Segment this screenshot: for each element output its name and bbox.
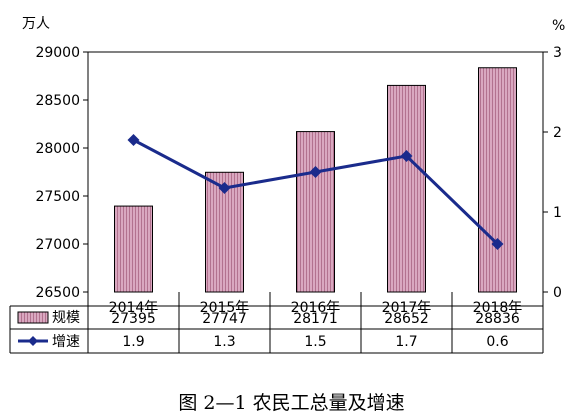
category-label: 2015年: [200, 300, 250, 316]
bar: [114, 205, 153, 293]
line-marker: [218, 182, 231, 194]
legend-marker: [28, 336, 38, 346]
right-tick-label: 2: [553, 125, 562, 141]
bar: [205, 171, 244, 293]
left-tick-label: 29000: [35, 45, 80, 61]
category-label: 2017年: [382, 300, 432, 316]
bar-value-label: 27395: [111, 311, 156, 327]
left-axis-unit: 万人: [22, 16, 50, 32]
line-marker: [491, 238, 504, 250]
left-tick-label: 28000: [35, 141, 80, 157]
combo-chart: 万人 % 26500 27000 27500 28000 28500 29000 0 1 2 3 2…: [9, 16, 565, 354]
category-label: 2018年: [473, 300, 523, 316]
right-tick-label: 3: [553, 45, 562, 61]
left-tick-label: 28500: [35, 93, 80, 109]
line-marker: [127, 134, 140, 146]
right-axis-unit: %: [552, 18, 565, 34]
bar-value-label: 28836: [475, 311, 520, 327]
figure-caption: 图 2—1 农民工总量及增速: [178, 392, 405, 414]
line-marker: [400, 150, 413, 162]
line-value-label: 1.9: [122, 334, 144, 350]
bar-value-label: 27747: [202, 311, 247, 327]
right-tick-label: 0: [553, 285, 562, 301]
bar: [387, 84, 426, 293]
left-tick-label: 27500: [35, 189, 80, 205]
right-tick-label: 1: [553, 205, 562, 221]
legend-label: 增速: [52, 334, 80, 350]
legend-label: 规模: [52, 310, 80, 326]
bar-value-label: 28171: [293, 311, 338, 327]
bar-value-label: 28652: [384, 311, 429, 327]
line-value-label: 0.6: [486, 334, 508, 350]
left-tick-label: 27000: [35, 237, 80, 253]
left-tick-label: 26500: [35, 285, 80, 301]
line-value-label: 1.3: [213, 334, 235, 350]
category-label: 2014年: [109, 300, 159, 316]
bar: [296, 131, 335, 293]
bar: [478, 67, 517, 293]
line-marker: [309, 166, 322, 178]
category-label: 2016年: [291, 300, 341, 316]
line-value-label: 1.5: [304, 334, 326, 350]
line-value-label: 1.7: [395, 334, 417, 350]
legend-swatch-bar: [17, 311, 49, 324]
